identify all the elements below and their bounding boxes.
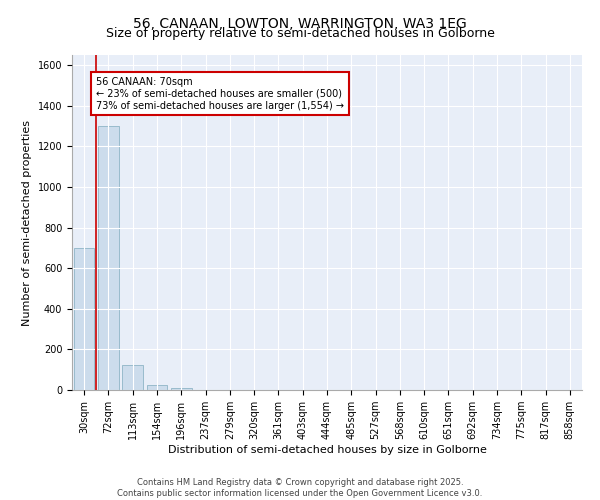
Bar	[98, 126, 119, 390]
Text: 56 CANAAN: 70sqm
← 23% of semi-detached houses are smaller (500)
73% of semi-det: 56 CANAAN: 70sqm ← 23% of semi-detached …	[96, 78, 344, 110]
Bar	[74, 248, 94, 390]
Text: Size of property relative to semi-detached houses in Golborne: Size of property relative to semi-detach…	[106, 28, 494, 40]
Y-axis label: Number of semi-detached properties: Number of semi-detached properties	[22, 120, 32, 326]
Bar	[171, 388, 191, 390]
Bar	[122, 364, 143, 390]
X-axis label: Distribution of semi-detached houses by size in Golborne: Distribution of semi-detached houses by …	[167, 445, 487, 455]
Bar	[146, 385, 167, 390]
Text: Contains HM Land Registry data © Crown copyright and database right 2025.
Contai: Contains HM Land Registry data © Crown c…	[118, 478, 482, 498]
Text: 56, CANAAN, LOWTON, WARRINGTON, WA3 1EG: 56, CANAAN, LOWTON, WARRINGTON, WA3 1EG	[133, 18, 467, 32]
